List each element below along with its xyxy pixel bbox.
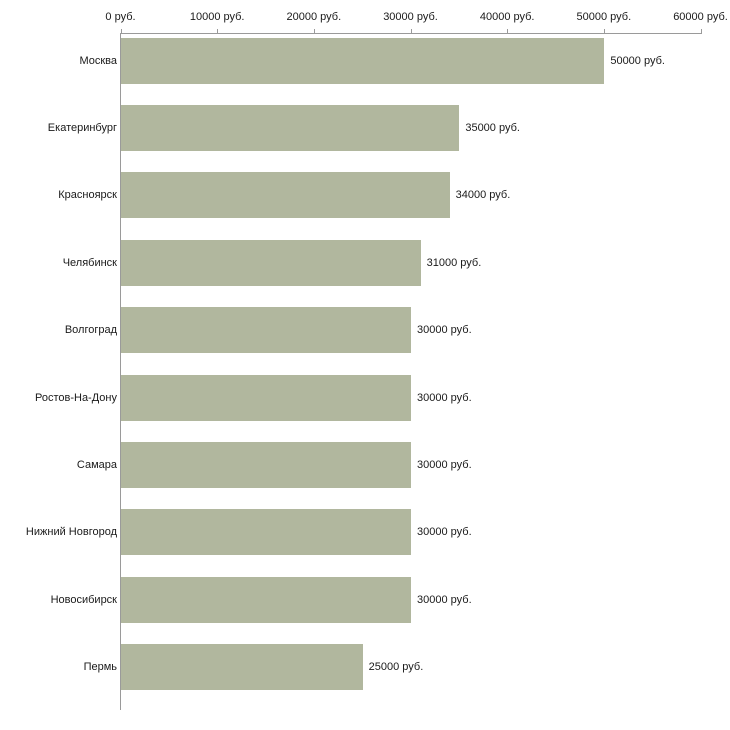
x-axis-tick-label: 60000 руб. xyxy=(673,11,728,23)
x-axis-tick-label: 10000 руб. xyxy=(189,11,245,23)
x-axis-tick-label: 40000 руб. xyxy=(479,11,535,23)
value-label: 31000 руб. xyxy=(426,256,482,269)
category-label: Волгоград xyxy=(64,324,117,337)
x-axis-tick xyxy=(217,29,219,34)
bar-row: Ростов-На-Дону 30000 руб. xyxy=(0,374,730,421)
value-label: 30000 руб. xyxy=(417,324,472,337)
bar-row: Екатеринбург 35000 руб. xyxy=(0,104,730,151)
category-label: Новосибирск xyxy=(50,593,117,606)
category-label: Москва xyxy=(79,54,117,67)
category-label: Пермь xyxy=(83,661,117,674)
x-axis-tick xyxy=(507,29,509,34)
category-label: Красноярск xyxy=(58,189,117,202)
bar-row: Пермь 25000 руб. xyxy=(0,644,730,691)
x-axis-tick xyxy=(313,29,315,34)
value-label: 30000 руб. xyxy=(417,391,472,404)
bar xyxy=(121,374,411,421)
category-label: Екатеринбург xyxy=(47,121,117,134)
bar xyxy=(121,644,363,691)
value-label: 25000 руб. xyxy=(368,661,424,674)
bar-row: Красноярск 34000 руб. xyxy=(0,172,730,219)
category-label: Самара xyxy=(76,458,117,471)
bar xyxy=(121,576,411,623)
bar-row: Самара 30000 руб. xyxy=(0,441,730,488)
bar xyxy=(121,239,421,286)
bar xyxy=(121,172,450,219)
value-label: 35000 руб. xyxy=(465,121,520,134)
x-axis-tick xyxy=(410,29,412,34)
category-label: Челябинск xyxy=(62,256,117,269)
x-axis-tick xyxy=(700,29,702,34)
x-axis-tick-label: 50000 руб. xyxy=(576,11,632,23)
bar xyxy=(121,509,411,556)
value-label: 30000 руб. xyxy=(417,526,472,539)
bar xyxy=(121,37,605,84)
value-label: 30000 руб. xyxy=(417,593,472,606)
x-axis-tick xyxy=(120,29,122,34)
bar-row: Волгоград 30000 руб. xyxy=(0,307,730,354)
bar-row: Новосибирск 30000 руб. xyxy=(0,576,730,623)
x-axis-tick-label: 20000 руб. xyxy=(286,11,342,23)
value-label: 30000 руб. xyxy=(417,458,472,471)
bar-row: Челябинск 31000 руб. xyxy=(0,239,730,286)
bar-row: Москва 50000 руб. xyxy=(0,37,730,84)
bar-row: Нижний Новгород 30000 руб. xyxy=(0,509,730,556)
x-axis-tick xyxy=(603,29,605,34)
x-axis-tick-label: 30000 руб. xyxy=(383,11,438,23)
x-axis-tick-label: 0 руб. xyxy=(105,11,136,23)
bar xyxy=(121,104,460,151)
value-label: 50000 руб. xyxy=(610,54,665,67)
category-label: Нижний Новгород xyxy=(25,526,117,539)
bar xyxy=(121,441,411,488)
bar xyxy=(121,307,411,354)
category-label: Ростов-На-Дону xyxy=(34,391,117,404)
y-axis-line xyxy=(120,33,121,710)
value-label: 34000 руб. xyxy=(455,189,511,202)
